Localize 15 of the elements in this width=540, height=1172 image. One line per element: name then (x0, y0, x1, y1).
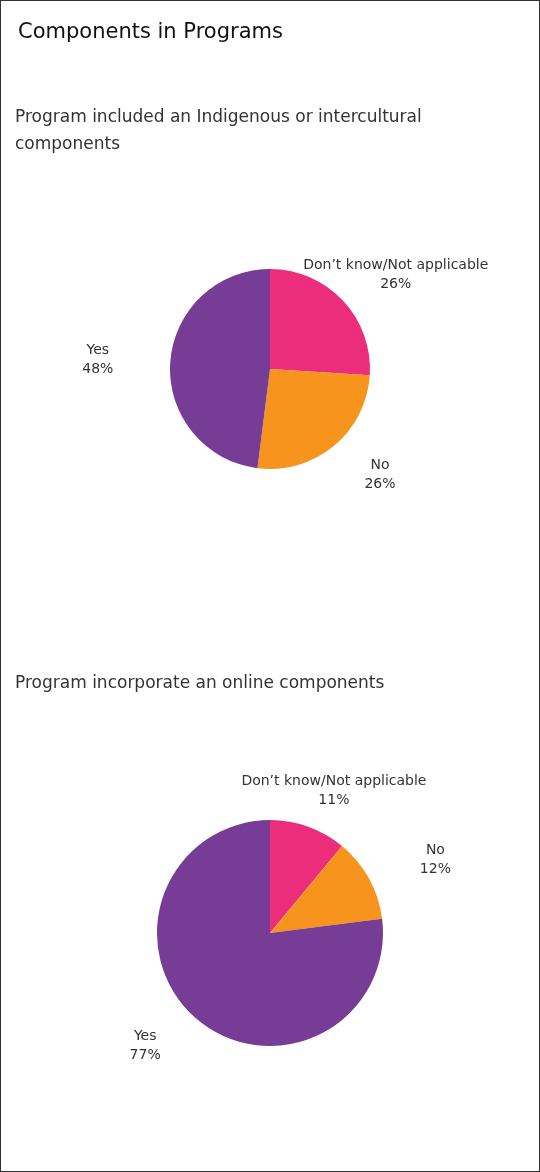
data-label: 26% (380, 274, 412, 291)
chart-subtitle: Program incorporate an online components (15, 671, 386, 694)
slice-label: No (370, 456, 390, 473)
slice-label: Don’t know/Not applicable (241, 772, 427, 789)
slice-label: Yes (85, 341, 110, 358)
chart-subtitle: Program included an Indigenous or intercultural components (15, 105, 423, 155)
slice-label: Yes (132, 1027, 157, 1044)
data-label: 12% (419, 860, 451, 877)
data-label: 77% (129, 1046, 161, 1063)
data-label: 11% (318, 791, 350, 808)
slice-label: No (425, 841, 445, 858)
data-label: 26% (364, 475, 396, 492)
chart-title: Components in Programs (18, 19, 283, 43)
slice-label: Don’t know/Not applicable (303, 255, 489, 272)
data-label: 48% (82, 360, 114, 377)
